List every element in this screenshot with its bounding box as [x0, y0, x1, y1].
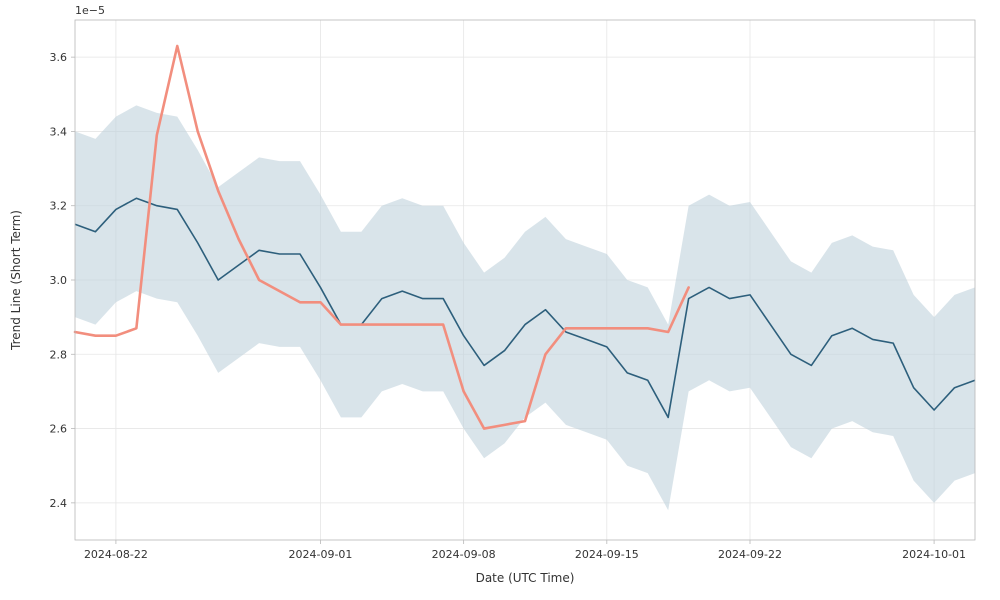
x-tick-label: 2024-09-08	[432, 548, 496, 561]
y-tick-label: 3.2	[50, 200, 68, 213]
trend-line-chart: 2.4 2.6 2.8 3.0 3.2 3.4 3.6 2024-08-22 2024-09-0…	[0, 0, 1000, 600]
x-axis-label: Date (UTC Time)	[476, 571, 575, 585]
y-scale-exponent: 1e−5	[75, 4, 105, 17]
chart-container: 2.4 2.6 2.8 3.0 3.2 3.4 3.6 2024-08-22 2024-09-0…	[0, 0, 1000, 600]
y-tick-label: 2.4	[50, 497, 68, 510]
y-axis-label: Trend Line (Short Term)	[9, 210, 23, 351]
x-tick-label: 2024-09-15	[575, 548, 639, 561]
x-tick-label: 2024-08-22	[84, 548, 148, 561]
y-tick-label: 2.8	[50, 348, 68, 361]
x-tick-label: 2024-10-01	[902, 548, 966, 561]
x-tick-label: 2024-09-22	[718, 548, 782, 561]
x-tick-label: 2024-09-01	[288, 548, 352, 561]
y-tick-label: 2.6	[50, 423, 68, 436]
y-tick-label: 3.0	[50, 274, 68, 287]
y-tick-label: 3.4	[50, 125, 68, 138]
y-tick-label: 3.6	[50, 51, 68, 64]
